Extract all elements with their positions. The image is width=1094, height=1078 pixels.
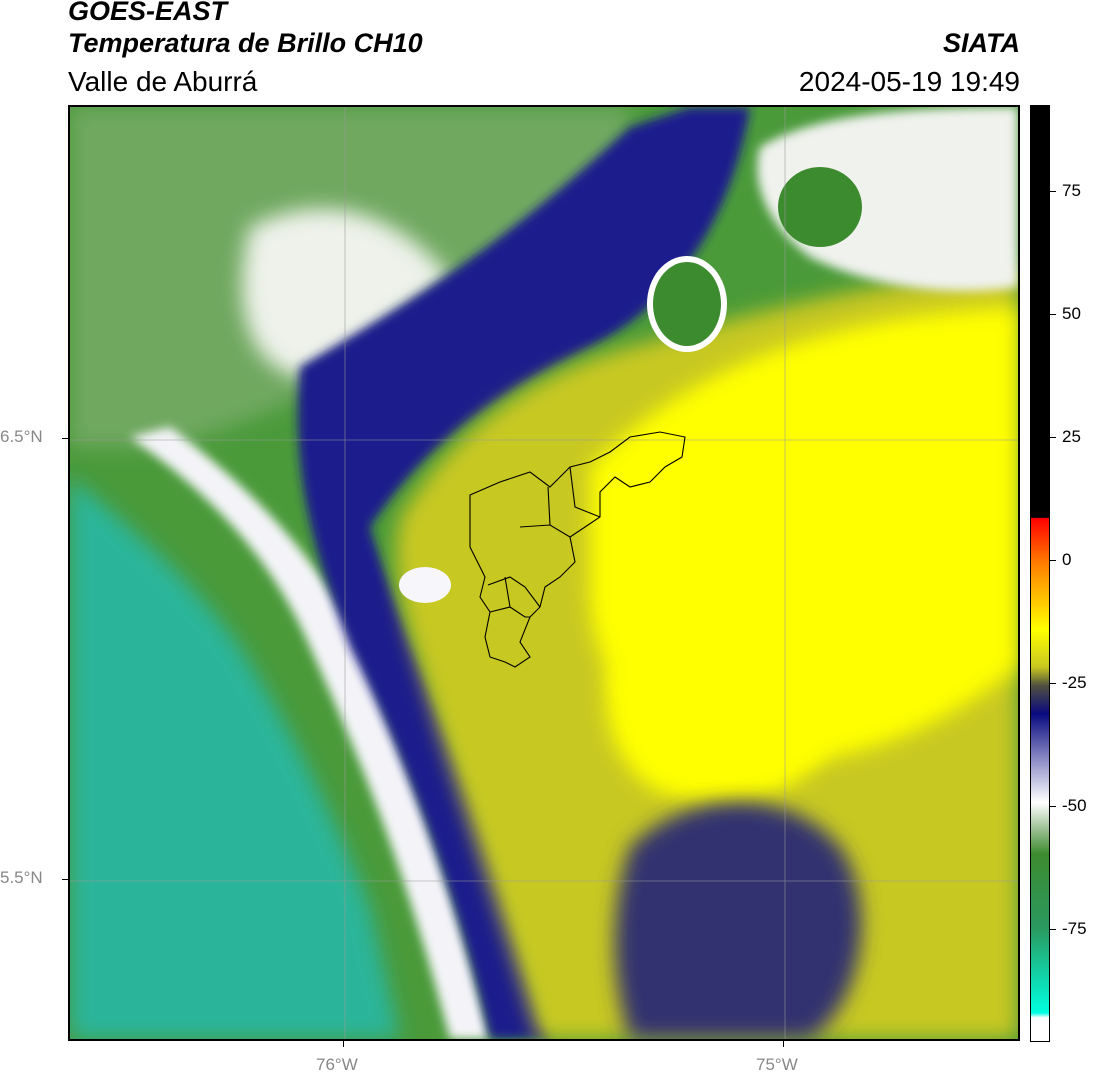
region-subtitle: Valle de Aburrá bbox=[68, 66, 258, 97]
dark-south-cell bbox=[615, 802, 862, 1039]
boundary-segment-3 bbox=[569, 466, 601, 518]
colorbar-tick-label: -75 bbox=[1062, 919, 1087, 938]
colorbar-tick-label: -50 bbox=[1062, 796, 1087, 815]
boundary-segment-6 bbox=[509, 606, 530, 618]
longitude-tick bbox=[783, 1041, 784, 1047]
temperature-colorbar bbox=[1030, 105, 1050, 1042]
colorbar-tick-label: 0 bbox=[1062, 550, 1072, 569]
colorbar-tick-mark bbox=[1050, 560, 1056, 561]
datetime-label: 2024-05-19 19:49 bbox=[798, 66, 1020, 97]
latitude-label: 6.5°N bbox=[0, 427, 43, 446]
organization-label: SIATA bbox=[943, 28, 1020, 58]
latitude-tick bbox=[62, 879, 68, 880]
nw-white-patch bbox=[242, 208, 450, 377]
longitude-label: 76°W bbox=[316, 1055, 358, 1074]
longitude-label: 75°W bbox=[756, 1055, 798, 1074]
graticule bbox=[70, 107, 1018, 1039]
latitude-label: 5.5°N bbox=[0, 868, 43, 887]
sw-teal-region bbox=[70, 477, 400, 1039]
colorbar-tick-mark bbox=[1050, 929, 1056, 930]
satellite-map[interactable] bbox=[68, 105, 1020, 1041]
municipality-boundaries bbox=[469, 431, 686, 668]
cell-north bbox=[653, 262, 721, 346]
aburra-outline bbox=[469, 431, 686, 668]
latitude-tick bbox=[62, 438, 68, 439]
colorbar-tick-label: -25 bbox=[1062, 673, 1087, 692]
product-title: Temperatura de Brillo CH10 bbox=[68, 28, 423, 58]
white-cold-edge bbox=[130, 427, 490, 1039]
colorbar-tick-mark bbox=[1050, 437, 1056, 438]
map-canvas bbox=[70, 107, 1018, 1039]
boundary-segment-2 bbox=[547, 486, 551, 526]
longitude-tick bbox=[343, 1041, 344, 1047]
colorbar-tick-label: 75 bbox=[1062, 181, 1081, 200]
colorbar-tick-mark bbox=[1050, 683, 1056, 684]
colorbar-tick-mark bbox=[1050, 314, 1056, 315]
yellow-patch-south bbox=[606, 661, 830, 804]
colorbar-tick-mark bbox=[1050, 806, 1056, 807]
satellite-title: GOES-EAST bbox=[68, 0, 228, 26]
cell-west bbox=[399, 567, 451, 603]
colorbar-tick-label: 25 bbox=[1062, 427, 1081, 446]
navy-band bbox=[298, 107, 750, 1039]
yellow-core bbox=[590, 307, 1018, 763]
colorbar-tick-mark bbox=[1050, 191, 1056, 192]
colorbar-fill bbox=[1031, 106, 1049, 1041]
colorbar-tick-label: 50 bbox=[1062, 304, 1081, 323]
ne-green-cell bbox=[778, 167, 862, 247]
boundary-segment-4 bbox=[487, 576, 541, 608]
